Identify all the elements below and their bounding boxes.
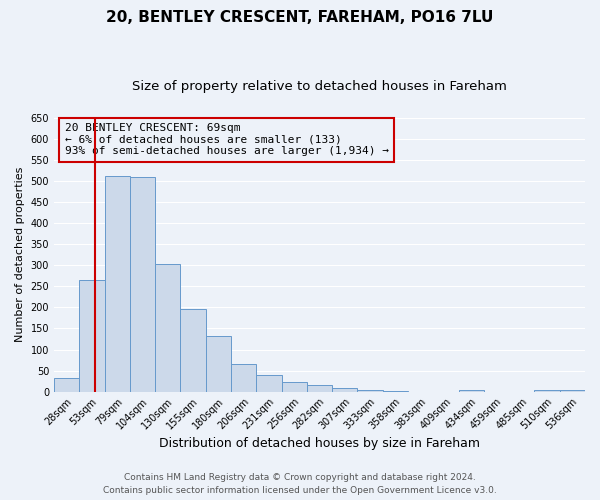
Bar: [181, 308, 206, 392]
Bar: [458, 390, 484, 392]
Bar: [155, 264, 181, 392]
Bar: [104, 176, 130, 392]
Text: 20 BENTLEY CRESCENT: 69sqm
← 6% of detached houses are smaller (133)
93% of semi: 20 BENTLEY CRESCENT: 69sqm ← 6% of detac…: [65, 124, 389, 156]
Bar: [130, 177, 155, 392]
Bar: [256, 375, 281, 392]
Bar: [358, 390, 383, 392]
Y-axis label: Number of detached properties: Number of detached properties: [15, 167, 25, 342]
Text: Contains HM Land Registry data © Crown copyright and database right 2024.
Contai: Contains HM Land Registry data © Crown c…: [103, 474, 497, 495]
X-axis label: Distribution of detached houses by size in Fareham: Distribution of detached houses by size …: [159, 437, 480, 450]
Bar: [79, 280, 104, 392]
Bar: [206, 336, 231, 392]
Bar: [560, 390, 585, 392]
Bar: [307, 385, 332, 392]
Bar: [231, 364, 256, 392]
Bar: [281, 382, 307, 392]
Bar: [535, 390, 560, 392]
Bar: [54, 378, 79, 392]
Text: 20, BENTLEY CRESCENT, FAREHAM, PO16 7LU: 20, BENTLEY CRESCENT, FAREHAM, PO16 7LU: [106, 10, 494, 25]
Title: Size of property relative to detached houses in Fareham: Size of property relative to detached ho…: [132, 80, 507, 93]
Bar: [332, 388, 358, 392]
